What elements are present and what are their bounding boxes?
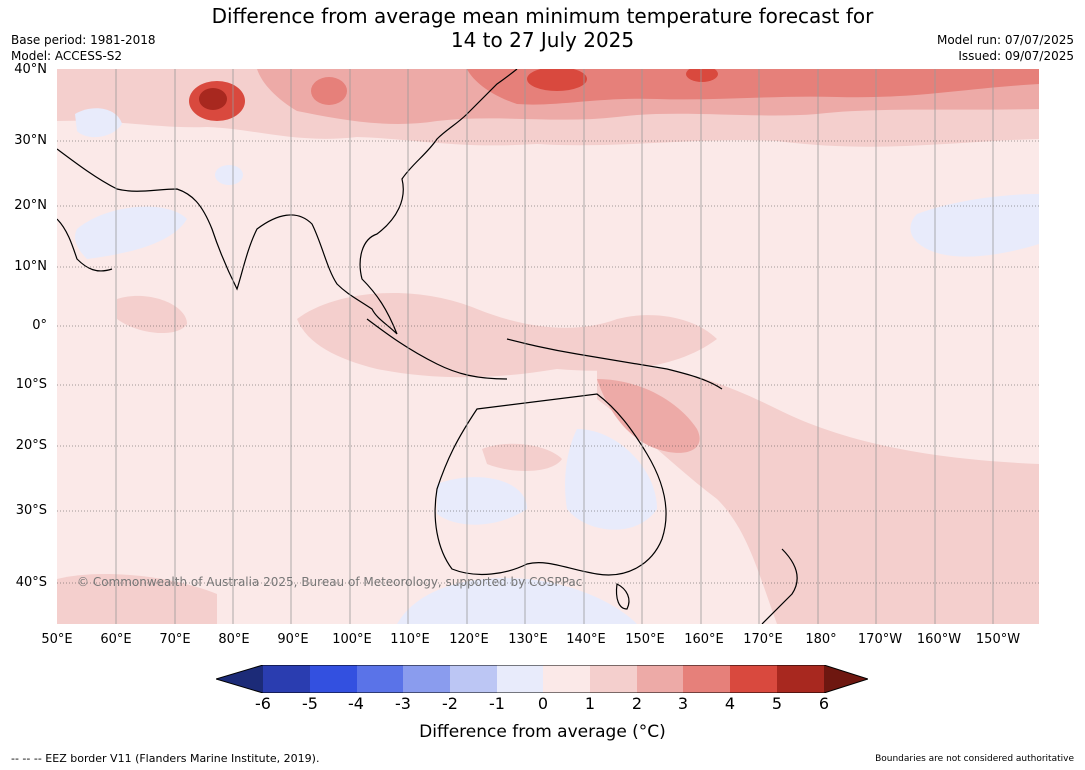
colorbar-tick-0: 0 [537,694,549,713]
coastlines [57,69,798,624]
lon-label-50e: 50°E [41,632,73,647]
lon-label-160e: 160°E [684,632,724,647]
title-line-1: Difference from average mean minimum tem… [211,4,874,28]
colorbar-tick-minus2: -2 [442,694,458,713]
lat-label-10s: 10°S [15,377,47,392]
colorbar-tick-4: 4 [724,694,736,713]
lat-label-40s: 40°S [15,575,47,590]
lon-label-70e: 70°E [159,632,191,647]
lat-label-20n: 20°N [14,198,47,213]
colorbar-tick-minus4: -4 [348,694,364,713]
model-run: Model run: 07/07/2025 [936,33,1074,47]
model-name: Model: ACCESS-S2 [11,49,123,63]
longitude-gridlines [115,69,994,624]
colorbar-swatch-minus4-to-minus3 [310,665,357,693]
lon-label-80e: 80°E [218,632,250,647]
eez-border-note: -- -- -- EEZ border V11 (Flanders Marine… [11,752,320,765]
lon-label-170e: 170°E [743,632,783,647]
colorbar-swatch-minus1-to-0 [450,665,497,693]
colorbar-tick-minus1: -1 [489,694,505,713]
lat-label-30n: 30°N [14,133,47,148]
lon-label-150w: 150°W [975,632,1021,647]
lon-label-170w: 170°W [857,632,903,647]
lat-label-20s: 20°S [15,438,47,453]
lon-label-60e: 60°E [100,632,132,647]
colorbar-tick-5: 5 [771,694,783,713]
title-line-2: 14 to 27 July 2025 [450,28,635,52]
boundaries-disclaimer: Boundaries are not considered authoritat… [875,754,1074,764]
meta-right: Model run: 07/07/2025 Issued: 09/07/2025 [937,32,1074,64]
anomaly-patch-maritime-continent [297,292,717,378]
colorbar-swatch-minus3-to-minus2 [357,665,403,693]
lon-label-130e: 130°E [508,632,548,647]
anomaly-patch-southern-indian [57,574,217,624]
anomaly-patch-central-asia [311,77,347,105]
anomaly-hotspot-himalaya-inner [199,88,227,110]
colorbar [216,665,868,693]
lat-label-40n: 40°N [14,62,47,77]
issued-date: Issued: 09/07/2025 [958,49,1074,63]
anomaly-hotspot-pacific-north [686,69,718,82]
copyright-text: © Commonwealth of Australia 2025, Bureau… [77,575,582,589]
anomaly-patch-coral-sea [597,379,700,453]
lon-label-160w: 160°W [916,632,962,647]
colorbar-swatch-3-to-4 [637,665,683,693]
lon-label-140e: 140°E [566,632,606,647]
colorbar-swatch-2-to-3 [590,665,637,693]
coastline-australia [434,393,667,576]
colorbar-swatch-minus2-to-minus1 [403,665,450,693]
colorbar-arrow-max [824,665,868,693]
anomaly-cool-southern-ocean [397,578,637,624]
forecast-map: © Commonwealth of Australia 2025, Bureau… [57,69,1039,624]
anomaly-cool-western-australia [437,477,527,525]
anomaly-cool-central-pacific [910,194,1039,257]
anomaly-cool-arabian-sea [75,206,187,259]
meta-left: Base period: 1981-2018 Model: ACCESS-S2 [11,32,156,64]
colorbar-tick-2: 2 [631,694,643,713]
lat-label-0: 0° [32,318,47,333]
colorbar-tick-minus5: -5 [302,694,318,713]
lon-label-90e: 90°E [277,632,309,647]
colorbar-swatch-5-to-6 [730,665,777,693]
lon-label-150e: 150°E [625,632,665,647]
anomaly-band-3to4-north [467,69,1039,105]
anomaly-cool-india [215,165,243,185]
lon-label-110e: 110°E [390,632,430,647]
anomaly-patch-central-australia [482,443,562,471]
map-title: Difference from average mean minimum tem… [0,4,1085,52]
colorbar-swatch-0-to-1 [497,665,543,693]
colorbar-swatch-4-to-5 [683,665,730,693]
colorbar-tick-minus6: -6 [255,694,271,713]
anomaly-hotspot-east-asia [527,69,587,91]
lat-label-10n: 10°N [14,259,47,274]
coastline-indonesia [366,318,508,380]
base-period: Base period: 1981-2018 [11,33,156,47]
colorbar-tick-minus3: -3 [395,694,411,713]
anomaly-cool-eastern-australia [565,429,657,530]
colorbar-tick-6: 6 [818,694,830,713]
coastline-tasmania [615,583,630,610]
anomaly-patch-indian-ocean [117,295,187,334]
coastline-arabia-africa [57,218,113,272]
colorbar-tick-1: 1 [584,694,596,713]
colorbar-tick-3: 3 [677,694,689,713]
coastline-new-zealand [761,548,798,624]
lat-label-30s: 30°S [15,503,47,518]
lon-label-120e: 120°E [449,632,489,647]
colorbar-arrow-min [216,665,263,693]
lon-label-100e: 100°E [332,632,372,647]
lon-label-180: 180° [805,632,837,647]
coastline-asia [57,69,518,335]
colorbar-swatch-1-to-2 [543,665,590,693]
colorbar-label: Difference from average (°C) [419,722,666,742]
anomaly-cool-middle-east [75,108,122,138]
colorbar-swatch-minus5-to-minus4 [263,665,310,693]
colorbar-swatch-6-band [777,665,824,693]
coastline-new-guinea [506,338,723,390]
